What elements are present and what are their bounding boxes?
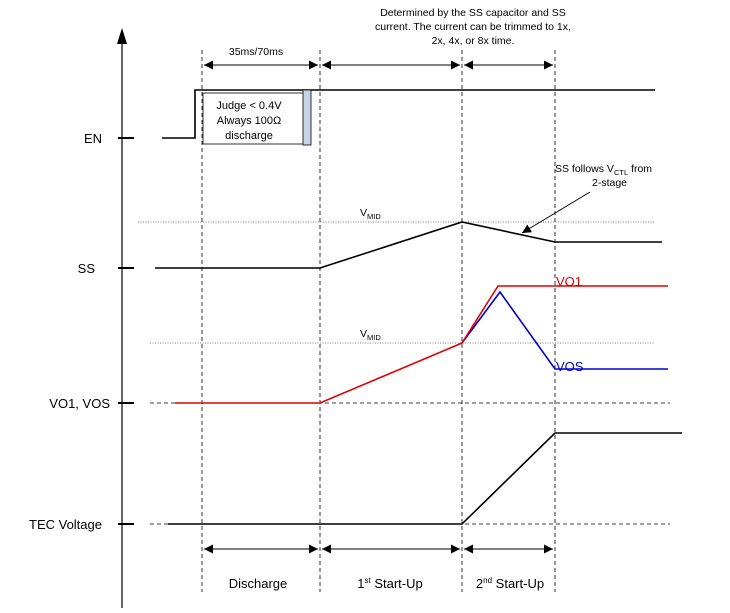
judge-box — [202, 92, 308, 145]
axis-arrow-icon — [117, 28, 127, 44]
vo1-trace — [175, 285, 668, 404]
en-trace — [162, 89, 655, 139]
judge-bar — [302, 89, 312, 146]
phase-discharge: Discharge — [229, 576, 288, 591]
top-note-line3: 2x, 4x, or 8x time. — [432, 35, 515, 47]
top-timing-first: 35ms/70ms — [229, 46, 283, 58]
top-note-line2: current. The current can be trimmed to 1… — [375, 21, 571, 33]
label-en: EN — [84, 131, 102, 146]
label-tec: TEC Voltage — [29, 517, 102, 532]
label-ss: SS — [78, 261, 96, 276]
ss-follows-line1: SS follows VCTL from — [555, 163, 652, 177]
tec-trace — [168, 432, 682, 525]
vos-trace — [461, 290, 668, 370]
top-note-line1: Determined by the SS capacitor and SS — [380, 7, 566, 19]
label-vo: VO1, VOS — [49, 396, 110, 411]
ss-trace — [155, 221, 662, 269]
label-vo1-trace: VO1 — [556, 274, 582, 289]
phase-second-startup: 2nd Start-Up — [476, 576, 544, 591]
vmid-ss-label: VMID — [360, 207, 381, 221]
vmid-vo-label: VMID — [360, 328, 381, 342]
phase-first-startup: 1st Start-Up — [357, 576, 422, 591]
judge-line2: Always 100Ω — [217, 115, 281, 127]
label-vos-trace: VOS — [556, 359, 584, 374]
ss-follows-line2: 2-stage — [592, 177, 627, 189]
ss-follows-pointer — [521, 191, 591, 234]
judge-line3: discharge — [225, 130, 273, 142]
judge-line1: Judge < 0.4V — [216, 100, 282, 112]
phase-boundaries — [201, 50, 556, 592]
